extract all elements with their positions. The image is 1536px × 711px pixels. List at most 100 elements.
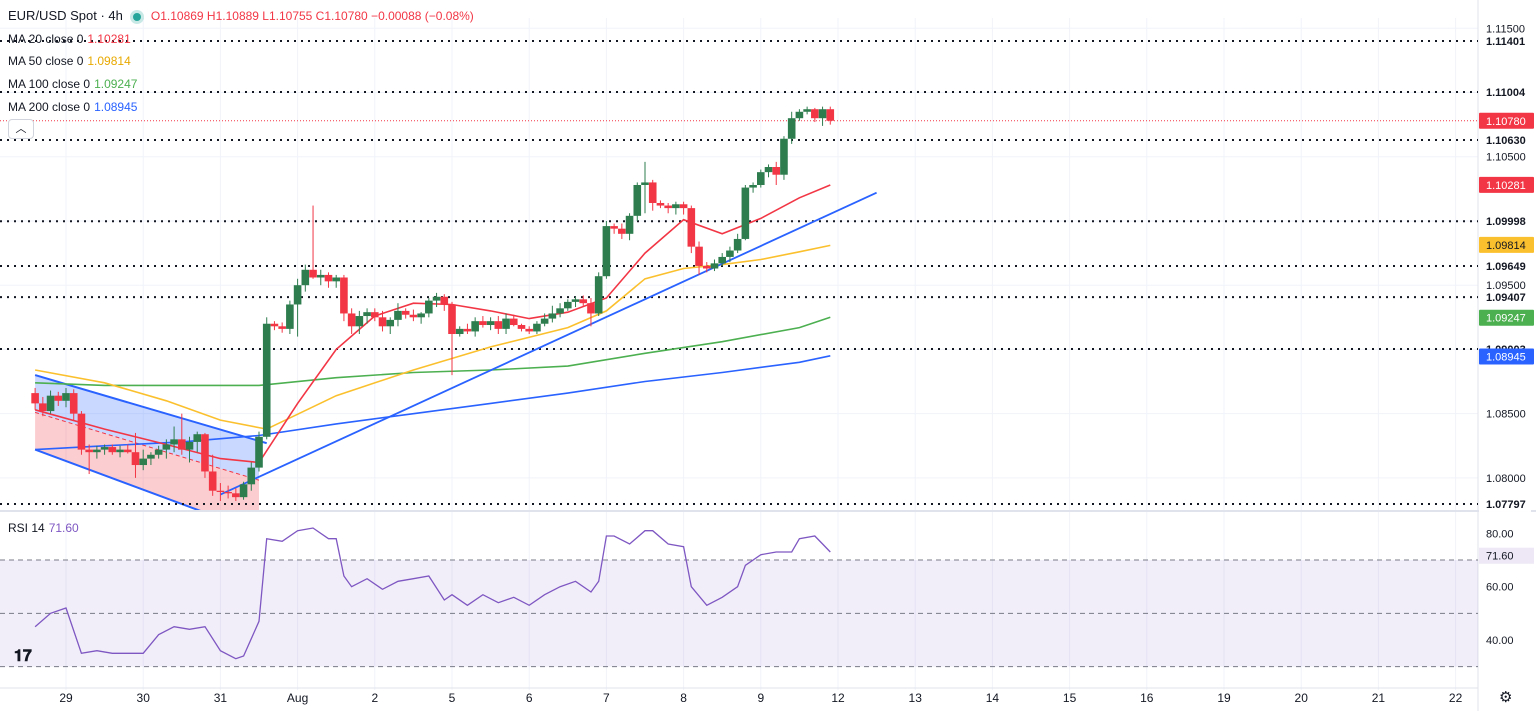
candle-body (324, 274, 333, 282)
level-tag-bg (1479, 289, 1531, 306)
time-tick-label: Aug (287, 691, 308, 705)
candle-body (39, 403, 47, 412)
candle-body (123, 449, 132, 453)
candle-body (826, 109, 835, 121)
candle-body (100, 447, 109, 450)
candle-body (795, 111, 804, 119)
level-tag-label: 1.09407 (1486, 292, 1526, 304)
candle-body (193, 434, 202, 442)
candle-body (301, 269, 310, 286)
candle-body (610, 226, 618, 229)
legend-value: 71.60 (48, 521, 79, 535)
rsi-tick-label: 60.00 (1486, 582, 1514, 594)
candle-body (571, 299, 580, 302)
legend-ma100[interactable]: MA 100 close 0 1.09247 (8, 77, 137, 91)
candle-body (625, 215, 634, 234)
candle-body (31, 393, 39, 404)
level-tag-bg (1479, 32, 1531, 49)
candle-body (594, 276, 603, 314)
level-tag-label: 1.09649 (1486, 261, 1526, 273)
legend-rsi[interactable]: RSI 14 71.60 (8, 521, 79, 535)
price-tag-label: 1.09814 (1486, 240, 1526, 252)
legend-ma200[interactable]: MA 200 close 0 1.08945 (8, 100, 137, 114)
legend-label: RSI 14 (8, 521, 45, 535)
time-tick-label: 31 (214, 691, 228, 705)
level-tag-label: 1.10630 (1486, 135, 1526, 147)
candle-body (679, 204, 688, 209)
candle-body (656, 202, 665, 206)
candle-body (741, 187, 750, 239)
candle-body (618, 228, 626, 234)
symbol-title[interactable]: EUR/USD Spot · 4h (8, 8, 123, 23)
time-tick-label: 29 (59, 691, 73, 705)
candle-body (69, 393, 78, 414)
candle-body (764, 167, 773, 173)
candle-body (293, 285, 302, 305)
rsi-line (34, 527, 831, 660)
candle-body (417, 313, 425, 318)
candle-body (85, 449, 93, 453)
trendline (220, 191, 877, 496)
legend-label: MA 50 close 0 (8, 54, 84, 68)
candle-body (185, 441, 194, 450)
candle-body (494, 321, 503, 329)
candle-body (471, 321, 479, 332)
ma50-line (34, 244, 831, 430)
time-tick-label: 30 (137, 691, 151, 705)
candle-body (463, 328, 472, 332)
candle-body (224, 492, 232, 494)
candle-body (533, 323, 541, 332)
candle-body (556, 308, 564, 314)
candle-body (749, 184, 757, 188)
candle-body (432, 296, 441, 301)
main-pane (0, 39, 1478, 510)
candle-body (216, 490, 225, 493)
candle-body (818, 109, 827, 119)
chart-header: EUR/USD Spot · 4h O1.10869 H1.10889 L1.10… (8, 8, 474, 23)
candle-body (633, 184, 642, 216)
candle-body (733, 238, 742, 251)
candle-body (278, 326, 286, 329)
candle-body (347, 313, 356, 327)
ma200-line (35, 355, 831, 451)
legend-ma50[interactable]: MA 50 close 0 1.09814 (8, 54, 131, 68)
candle-body (702, 265, 711, 269)
candle-body (262, 323, 271, 437)
candle-body (208, 471, 217, 491)
legend-ma20[interactable]: MA 20 close 0 1.10281 (8, 32, 131, 46)
price-tag-bg (1479, 112, 1534, 129)
candle-body (448, 304, 456, 335)
candle-body (648, 182, 657, 203)
candle-body (309, 269, 317, 278)
level-tag-label: 1.09998 (1486, 216, 1526, 228)
candle-body (540, 318, 549, 324)
candle-body (108, 447, 117, 453)
channel-lower-fill (35, 412, 259, 510)
tradingview-logo-icon[interactable]: 𝟏𝟕 (14, 648, 32, 665)
time-tick-label: 2 (371, 691, 378, 705)
candle-body (147, 454, 155, 459)
collapse-legend-button[interactable]: ︿ (8, 119, 34, 139)
candle-body (247, 467, 256, 485)
candle-body (332, 277, 340, 282)
candle-body (564, 301, 572, 309)
candle-body (502, 318, 510, 329)
candle-body (46, 395, 55, 412)
candle-body (641, 182, 649, 185)
candle-body (394, 310, 402, 320)
channel-upper-line (34, 374, 267, 445)
rsi-tick-label: 80.00 (1486, 528, 1514, 540)
candle-body (286, 304, 294, 329)
candle-body (239, 484, 248, 498)
candle-body (811, 109, 819, 119)
candle-body (757, 172, 765, 185)
rsi-tag-label: 71.60 (1486, 551, 1514, 563)
candle-body (772, 167, 781, 175)
candle-body (371, 312, 379, 318)
candle-body (201, 434, 209, 472)
legend-label: MA 20 close 0 (8, 32, 84, 46)
gear-icon[interactable]: ⚙ (1499, 689, 1513, 706)
price-tick-label: 1.10500 (1486, 152, 1526, 164)
price-tag-bg (1479, 236, 1534, 253)
